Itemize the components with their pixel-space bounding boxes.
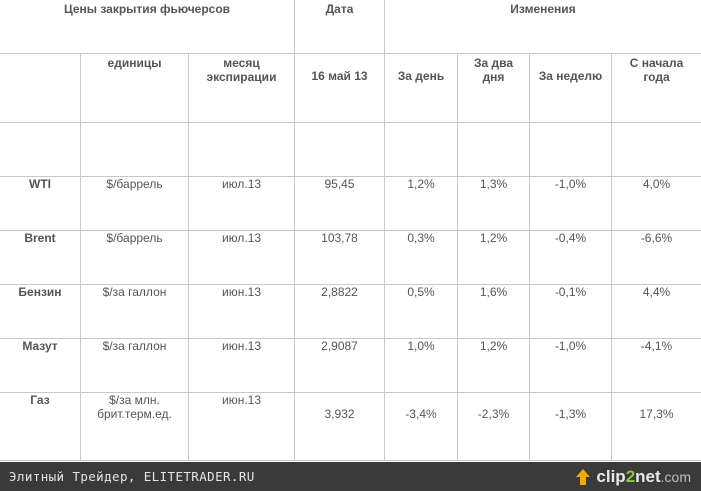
row-divider [0,338,701,339]
subheader-units: единицы [107,56,162,70]
row-day: 1,0% [407,339,435,353]
col-divider [384,0,385,460]
col-divider [188,53,189,460]
subheader-expiry-2: экспирации [206,70,277,84]
header-date: Дата [325,2,354,16]
row-week: -1,0% [554,339,587,353]
row-day: 0,5% [407,285,435,299]
subheader-two-days-1: За два [473,56,514,70]
col-divider [80,53,81,460]
row-unit: $/баррель [106,231,163,245]
row-ytd: 4,0% [642,177,671,191]
row-divider [0,392,701,393]
row-unit-2: брит.терм.ед. [97,407,172,421]
row-two-days: 1,3% [479,177,508,191]
row-name: Газ [30,393,50,407]
row-two-days: 1,2% [479,339,508,353]
subheader-day: За день [397,69,445,83]
subheader-two-days-2: дня [482,70,505,84]
row-divider [0,460,701,461]
row-divider [0,284,701,285]
row-price: 3,932 [324,407,355,421]
subheader-week: За неделю [538,69,603,83]
clip2net-icon [576,469,591,485]
row-ytd: -4,1% [640,339,673,353]
futures-table: Цены закрытия фьючерсов Дата Изменения е… [0,0,701,461]
row-divider [0,230,701,231]
row-unit-1: $/за млн. [109,393,160,407]
footer-bar: Элитный Трейдер, ELITETRADER.RU clip2net… [0,462,701,491]
row-unit: $/за галлон [102,285,167,299]
header-changes: Изменения [510,2,576,16]
row-expiry: июл.13 [221,177,262,191]
footer-caption: Элитный Трейдер, ELITETRADER.RU [9,469,255,484]
row-ytd: 17,3% [639,407,674,421]
row-expiry: июн.13 [221,339,261,353]
row-divider [0,122,701,123]
header-title: Цены закрытия фьючерсов [63,2,231,16]
subheader-ytd-2: года [643,70,670,84]
col-divider [294,0,295,460]
row-name: Brent [24,231,56,245]
row-two-days: 1,2% [479,231,508,245]
row-price: 95,45 [324,177,355,191]
row-week: -1,3% [554,407,587,421]
col-divider [611,53,612,460]
row-divider [0,53,701,54]
subheader-ytd-1: С начала [629,56,684,70]
subheader-expiry-1: месяц [223,56,260,70]
row-day: 1,2% [407,177,435,191]
row-name: Мазут [22,339,58,353]
row-name: WTI [29,177,51,191]
row-week: -0,4% [554,231,587,245]
col-divider [457,53,458,460]
row-expiry: июн.13 [221,285,261,299]
row-week: -1,0% [554,177,587,191]
col-divider [529,53,530,460]
subheader-date: 16 май 13 [311,69,368,83]
row-ytd: 4,4% [642,285,671,299]
row-unit: $/за галлон [102,339,167,353]
row-divider [0,176,701,177]
row-price: 2,9087 [321,339,358,353]
brand-name: clip2net.com [596,467,691,486]
row-name: Бензин [18,285,62,299]
row-unit: $/баррель [106,177,163,191]
row-week: -0,1% [554,285,587,299]
row-two-days: 1,6% [479,285,508,299]
row-day: 0,3% [407,231,435,245]
row-two-days: -2,3% [477,407,510,421]
row-day: -3,4% [405,407,437,421]
row-expiry: июл.13 [221,231,262,245]
row-price: 2,8822 [321,285,358,299]
row-price: 103,78 [321,231,358,245]
row-expiry: июн.13 [221,393,261,407]
clip2net-logo[interactable]: clip2net.com [574,466,691,488]
row-ytd: -6,6% [640,231,673,245]
